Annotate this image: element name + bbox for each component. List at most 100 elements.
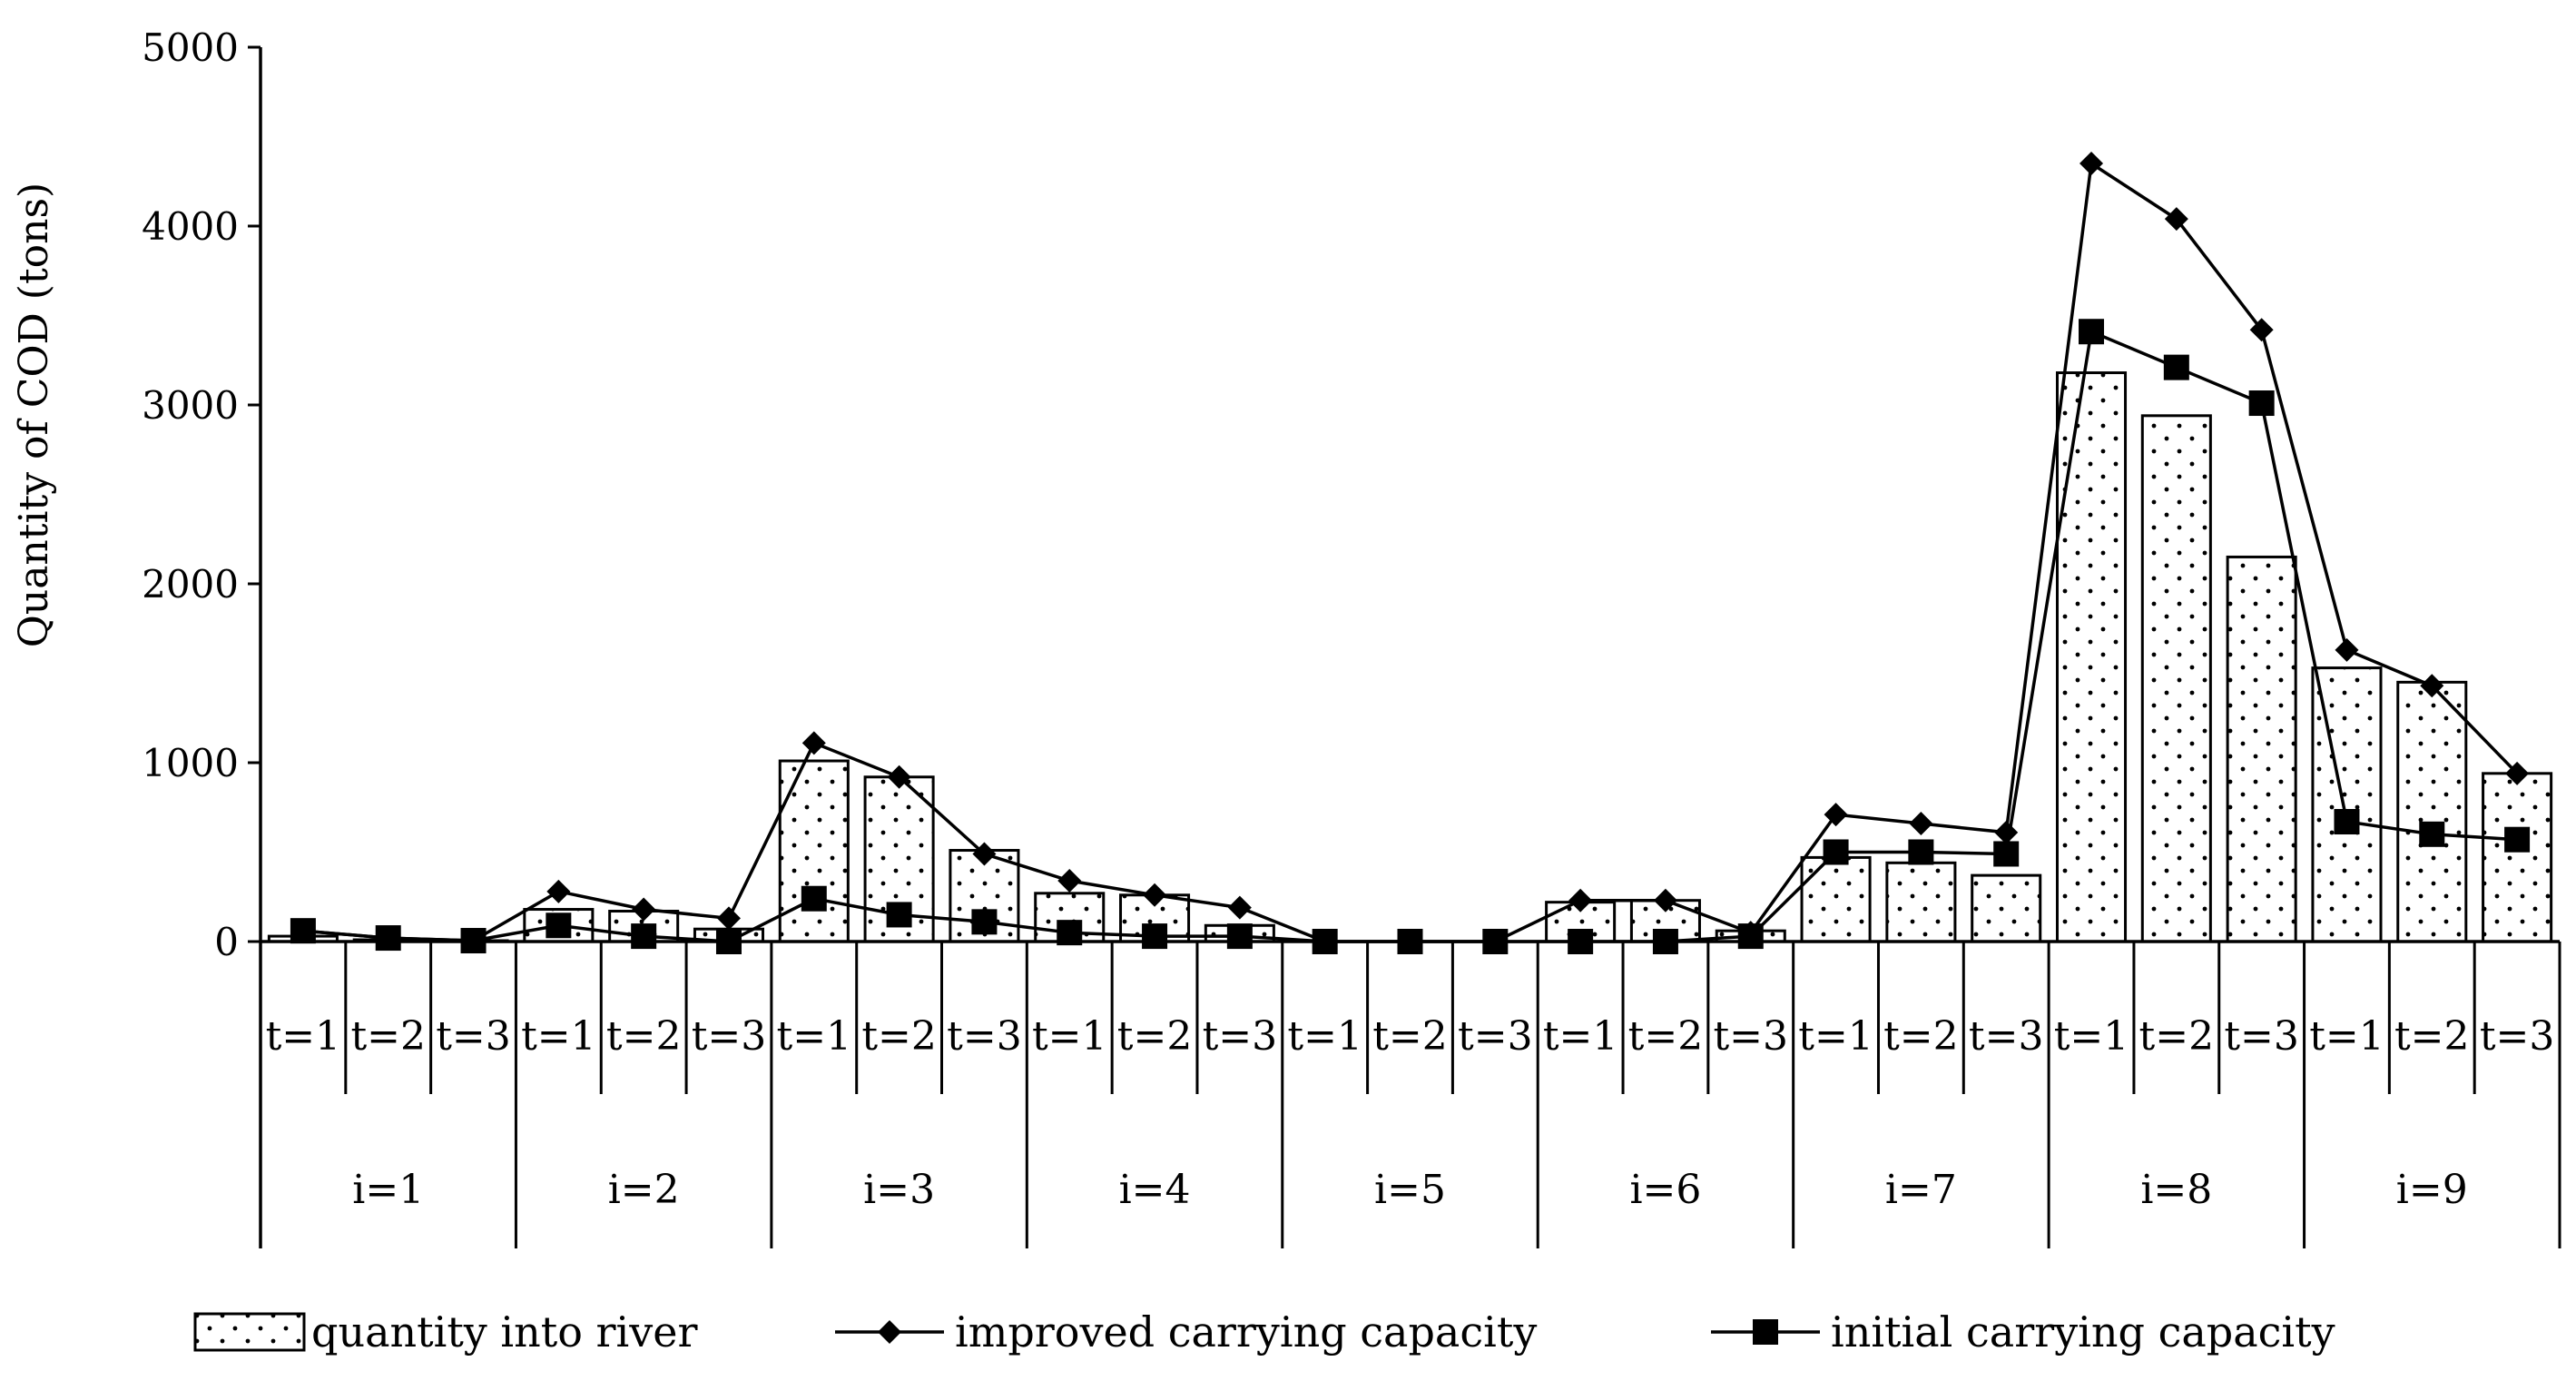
diamond-marker [801,731,826,755]
y-tick-label: 4000 [142,204,239,249]
square-marker [2163,354,2189,380]
group-label: i=1 [352,1167,424,1213]
x-tick-label: t=2 [2394,1013,2470,1060]
bar-series [267,371,2553,943]
square-marker [1823,839,1849,865]
diamond-marker [2249,318,2274,342]
square-marker [2334,809,2360,835]
square-marker [375,925,401,952]
x-tick-label: t=1 [1287,1013,1362,1060]
diamond-marker [1227,895,1252,920]
x-tick-label: t=1 [1032,1013,1107,1060]
bar [1800,855,1872,943]
x-tick-label: t=3 [2480,1013,2555,1060]
diamond-marker [1824,803,1848,827]
diamond-marker [632,897,656,922]
x-tick-label: t=3 [1458,1013,1533,1060]
bar [1885,861,1957,943]
y-tick-label: 5000 [142,25,239,70]
x-tick-label: t=3 [436,1013,511,1060]
square-marker [2248,390,2275,417]
diamond-marker [546,879,571,903]
x-tick-label: t=3 [1969,1013,2044,1060]
bar [2055,371,2128,943]
diamond-marker [1909,811,1933,835]
bar [2396,680,2468,943]
x-tick-label: t=1 [777,1013,852,1060]
diamond-marker [1994,820,2019,844]
bar [1971,873,2042,943]
legend-swatch-bar [193,1312,306,1352]
y-tick-label: 1000 [142,741,239,785]
x-tick-label: t=2 [861,1013,937,1060]
square-marker [1142,923,1168,950]
diamond-marker [2335,637,2359,662]
square-marker [631,923,657,950]
group-label: i=5 [1374,1167,1446,1213]
square-marker [2079,319,2105,345]
x-axis-category-table: t=1 t=2 t=3 t=1 t=2 t=3 t=1 t=2 t=3 t=1 t=2 t=3 t=1 t… [266,942,2561,1248]
square-marker [971,909,998,935]
diamond-marker [2505,761,2530,785]
legend: quantity into river improved carrying cap… [193,1307,2335,1356]
x-tick-label: t=1 [2054,1013,2129,1060]
square-marker [290,918,316,944]
x-tick-label: t=1 [1798,1013,1873,1060]
diamond-marker [972,842,997,866]
y-tick-label: 3000 [142,383,239,428]
diamond-marker [1143,883,1167,907]
y-axis-label: Quantity of COD (tons) [11,182,57,647]
diamond-marker [2420,674,2444,698]
legend-diamond-marker [878,1320,901,1344]
legend-label: initial carrying capacity [1831,1307,2335,1356]
diamond-marker [716,906,741,931]
diamond-marker [2079,152,2104,176]
x-tick-label: t=2 [1883,1013,1959,1060]
x-tick-label: t=2 [606,1013,682,1060]
group-label: i=7 [1885,1167,1957,1213]
square-marker [1226,923,1253,950]
bar [778,759,850,943]
bar [2482,772,2553,943]
x-tick-label: t=2 [1372,1013,1448,1060]
legend-label: improved carrying capacity [955,1307,1537,1356]
group-label: i=3 [863,1167,935,1213]
x-tick-label: t=1 [521,1013,596,1060]
x-tick-label: t=3 [1713,1013,1788,1060]
x-tick-label: t=3 [2224,1013,2299,1060]
x-tick-label: t=3 [1203,1013,1278,1060]
square-marker [1737,923,1764,950]
x-tick-label: t=2 [1117,1013,1193,1060]
group-label: i=2 [608,1167,680,1213]
bar [2140,414,2212,943]
y-tick-label: 0 [214,920,239,964]
axes [259,47,2560,1248]
square-marker [2419,821,2445,847]
x-tick-label: t=2 [2139,1013,2215,1060]
x-tick-label: t=1 [266,1013,341,1060]
square-marker [886,902,912,928]
group-label: i=8 [2140,1167,2212,1213]
diamond-marker [887,764,911,789]
diamond-marker [1057,869,1082,893]
x-tick-label: t=2 [1628,1013,1704,1060]
group-label: i=9 [2396,1167,2468,1213]
diamond-marker [1653,888,1677,912]
square-marker [546,912,572,939]
legend-square-marker [1753,1319,1778,1345]
square-marker [801,885,827,912]
y-tick-label: 2000 [142,562,239,607]
bar [2226,555,2297,943]
diamond-marker [1568,888,1593,912]
x-tick-label: t=1 [1543,1013,1618,1060]
square-marker [1908,839,1934,865]
x-tick-label: t=3 [947,1013,1022,1060]
group-label: i=4 [1119,1167,1191,1213]
legend-label: quantity into river [311,1307,697,1356]
square-marker [1993,841,2020,867]
y-axis-ticks: 0 1000 2000 3000 4000 5000 [142,25,261,964]
x-tick-label: t=3 [692,1013,767,1060]
square-marker [2504,826,2531,853]
group-label: i=6 [1629,1167,1701,1213]
